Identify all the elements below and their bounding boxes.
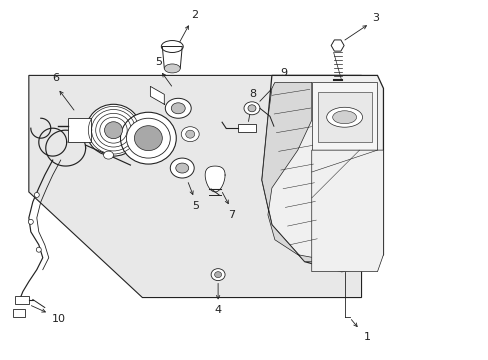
Text: 8: 8 [249, 89, 256, 99]
Ellipse shape [103, 151, 113, 159]
Text: 7: 7 [228, 210, 235, 220]
Polygon shape [238, 124, 255, 132]
Polygon shape [15, 296, 29, 303]
Polygon shape [67, 118, 90, 142]
Polygon shape [262, 82, 324, 262]
Text: 10: 10 [52, 314, 65, 324]
Ellipse shape [86, 104, 141, 156]
Text: 2: 2 [190, 10, 197, 20]
Ellipse shape [185, 130, 194, 138]
Ellipse shape [332, 111, 356, 124]
Circle shape [34, 193, 39, 197]
Ellipse shape [214, 272, 221, 278]
Text: 6: 6 [52, 73, 59, 84]
Ellipse shape [170, 158, 194, 178]
Ellipse shape [247, 105, 255, 112]
Polygon shape [150, 86, 164, 104]
Text: 1: 1 [363, 332, 370, 342]
Polygon shape [311, 82, 377, 150]
Circle shape [28, 219, 33, 224]
Polygon shape [205, 166, 224, 192]
Ellipse shape [164, 64, 180, 73]
Polygon shape [13, 310, 25, 318]
Polygon shape [262, 75, 383, 272]
Text: 9: 9 [280, 68, 287, 78]
Text: 4: 4 [214, 306, 221, 315]
Polygon shape [330, 40, 344, 51]
Text: 5: 5 [192, 201, 199, 211]
Circle shape [36, 247, 41, 252]
Ellipse shape [211, 269, 224, 280]
Polygon shape [317, 92, 371, 142]
Text: 5: 5 [155, 58, 162, 67]
Ellipse shape [104, 122, 122, 139]
Ellipse shape [120, 112, 176, 164]
Ellipse shape [126, 118, 170, 158]
Ellipse shape [181, 127, 199, 141]
Ellipse shape [161, 41, 183, 53]
Ellipse shape [165, 98, 191, 118]
Polygon shape [162, 46, 182, 68]
Ellipse shape [175, 163, 188, 173]
Ellipse shape [244, 102, 260, 115]
Text: 3: 3 [371, 13, 378, 23]
Polygon shape [29, 75, 361, 298]
Ellipse shape [134, 126, 162, 150]
Ellipse shape [171, 103, 185, 114]
Ellipse shape [326, 107, 362, 127]
Polygon shape [311, 150, 383, 272]
